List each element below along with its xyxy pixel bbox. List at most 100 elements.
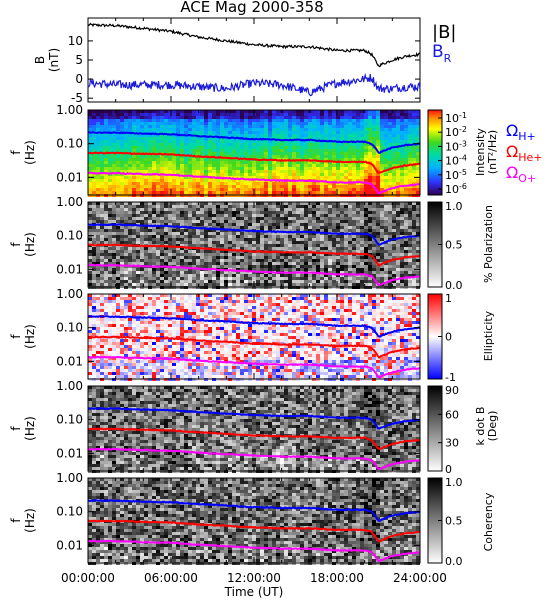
polarization-cell	[360, 277, 364, 280]
polarization-cell	[360, 283, 364, 286]
polarization-cell	[252, 214, 256, 217]
intensity-cell	[372, 131, 376, 134]
polarization-cell	[348, 223, 352, 226]
polarization-cell	[328, 229, 332, 232]
intensity-cell	[316, 134, 320, 137]
polarization-cell	[108, 211, 112, 214]
polarization-cell	[320, 247, 324, 250]
intensity-cell	[320, 128, 324, 131]
intensity-cell	[320, 134, 324, 137]
polarization-cell	[208, 223, 212, 226]
polarization-cell	[304, 214, 308, 217]
intensity-cell	[356, 119, 360, 122]
polarization-cell	[360, 211, 364, 214]
intensity-cell	[188, 140, 192, 143]
polarization-cell	[228, 235, 232, 238]
intensity-cell	[372, 152, 376, 155]
polarization-cell	[184, 262, 188, 265]
polarization-cell	[228, 211, 232, 214]
polarization-cell	[292, 268, 296, 271]
intensity-cell	[328, 179, 332, 182]
polarization-cell	[196, 217, 200, 220]
polarization-cell	[92, 247, 96, 250]
intensity-cell	[284, 131, 288, 134]
intensity-cell	[192, 131, 196, 134]
polarization-cell	[408, 253, 412, 256]
intensity-cell	[316, 146, 320, 149]
intensity-cell	[200, 137, 204, 140]
intensity-cell	[180, 152, 184, 155]
intensity-cell	[260, 110, 264, 113]
polarization-cell	[200, 244, 204, 247]
intensity-cell	[192, 128, 196, 131]
polarization-cell	[364, 247, 368, 250]
polarization-cell	[372, 271, 376, 274]
intensity-cell	[108, 182, 112, 185]
polarization-cell	[348, 283, 352, 286]
polarization-cell	[412, 265, 416, 268]
polarization-cell	[92, 271, 96, 274]
mag-series-0	[87, 22, 421, 68]
intensity-cell	[344, 173, 348, 176]
intensity-cell	[260, 170, 264, 173]
polarization-cell	[176, 208, 180, 211]
intensity-cell	[256, 176, 260, 179]
intensity-cell	[180, 167, 184, 170]
polarization-cell	[108, 226, 112, 229]
intensity-cell	[100, 188, 104, 191]
polarization-cell	[188, 244, 192, 247]
polarization-cell	[380, 250, 384, 253]
intensity-cell	[260, 164, 264, 167]
intensity-cell	[112, 185, 116, 188]
intensity-cell	[132, 179, 136, 182]
polarization-cell	[416, 208, 420, 211]
intensity-cell	[252, 125, 256, 128]
intensity-cell	[400, 191, 404, 194]
polarization-cell	[292, 277, 296, 280]
polarization-cell	[96, 238, 100, 241]
intensity-cell	[196, 161, 200, 164]
legend-b-r-sub: R	[444, 52, 452, 65]
intensity-cell	[220, 149, 224, 152]
intensity-cell	[148, 113, 152, 116]
polarization-cell	[344, 274, 348, 277]
polarization-cell	[160, 280, 164, 283]
polarization-cell	[240, 247, 244, 250]
intensity-cell	[320, 146, 324, 149]
intensity-cell	[360, 152, 364, 155]
intensity-cell	[416, 155, 420, 158]
intensity-cell	[96, 176, 100, 179]
intensity-cell	[88, 185, 92, 188]
intensity-cell	[288, 161, 292, 164]
polarization-cell	[412, 220, 416, 223]
polarization-cell	[116, 208, 120, 211]
polarization-omega-line-1	[87, 243, 421, 267]
polarization-cell	[404, 229, 408, 232]
intensity-cell	[100, 137, 104, 140]
intensity-cell	[328, 131, 332, 134]
ellipticity-cell	[100, 297, 104, 300]
intensity-cell	[276, 161, 280, 164]
polarization-cell	[180, 241, 184, 244]
intensity-cell	[172, 113, 176, 116]
polarization-cell	[168, 256, 172, 259]
intensity-cell	[380, 185, 384, 188]
polarization-cell	[216, 208, 220, 211]
polarization-cell	[416, 241, 420, 244]
polarization-cell	[360, 217, 364, 220]
polarization-cell	[140, 217, 144, 220]
intensity-cell	[132, 134, 136, 137]
polarization-cell	[376, 217, 380, 220]
polarization-cell	[220, 271, 224, 274]
polarization-cell	[160, 226, 164, 229]
polarization-cell	[164, 238, 168, 241]
intensity-cell	[248, 173, 252, 176]
intensity-cell	[256, 116, 260, 119]
intensity-colorbar	[427, 109, 443, 196]
polarization-cell	[136, 253, 140, 256]
polarization-cell	[208, 208, 212, 211]
polarization-cell	[328, 223, 332, 226]
polarization-cell	[144, 223, 148, 226]
intensity-cell	[248, 131, 252, 134]
polarization-cell	[284, 235, 288, 238]
